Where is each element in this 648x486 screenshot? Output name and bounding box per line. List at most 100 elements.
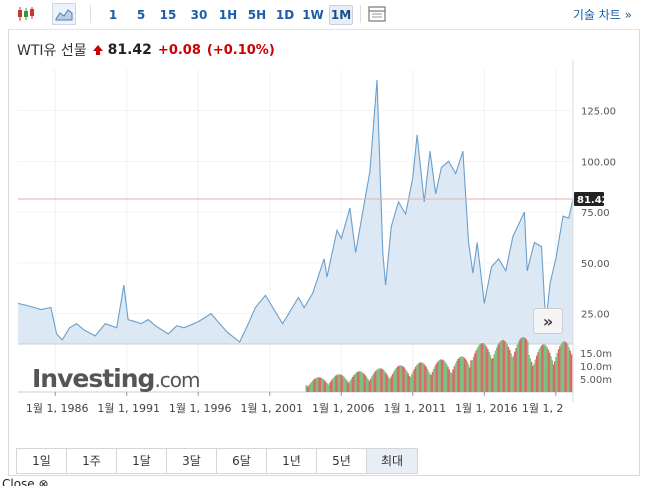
volume-bar xyxy=(391,373,394,392)
range-max[interactable]: 최대 xyxy=(367,449,417,473)
timeframe-1m[interactable]: 1M xyxy=(329,5,353,25)
volume-bar xyxy=(342,376,345,392)
volume-bar xyxy=(461,356,463,392)
volume-bar xyxy=(499,341,502,392)
volume-bar xyxy=(457,358,460,392)
volume-bar xyxy=(358,371,360,392)
volume-bar xyxy=(454,363,457,392)
volume-bar xyxy=(524,337,526,392)
range-3m[interactable]: 3달 xyxy=(167,449,217,473)
volume-bar xyxy=(526,341,529,392)
timeframe-1h[interactable]: 1H xyxy=(218,8,238,22)
volume-bar xyxy=(351,376,354,392)
close-button[interactable]: Close ⊗ xyxy=(2,477,49,486)
x-tick-label: 1월 1, 1996 xyxy=(169,402,232,415)
volume-bar xyxy=(313,379,315,392)
volume-bar xyxy=(535,355,538,392)
volume-bar xyxy=(326,383,328,392)
toolbar-divider xyxy=(360,5,361,23)
price-chart[interactable]: 25.00 50.00 75.00 100.00 125.00 81.42 15.0m 10.… xyxy=(0,60,648,430)
volume-bar xyxy=(434,366,436,392)
volume-bar xyxy=(533,363,535,392)
volume-bar xyxy=(562,341,565,392)
timeframe-5h[interactable]: 5H xyxy=(247,8,267,22)
chart-toolbar: 1 5 15 30 1H 5H 1D 1W 1M 기술 차트 » xyxy=(8,0,640,30)
volume-bar xyxy=(396,366,399,392)
x-tick-label: 1월 1, 1991 xyxy=(97,402,160,415)
volume-bar xyxy=(422,363,425,392)
volume-bar xyxy=(353,375,355,392)
range-1m[interactable]: 1달 xyxy=(117,449,167,473)
volume-bar xyxy=(505,342,507,392)
volume-bar xyxy=(441,359,444,392)
timeframe-1w[interactable]: 1W xyxy=(302,8,324,22)
up-arrow-icon xyxy=(92,45,103,55)
volume-bar xyxy=(430,374,432,392)
volume-bar xyxy=(467,364,470,392)
volume-bar xyxy=(364,375,367,392)
volume-bar xyxy=(390,376,393,392)
volume-bar xyxy=(427,371,430,392)
timeframe-1[interactable]: 1 xyxy=(108,8,118,22)
volume-bar xyxy=(496,347,498,392)
volume-bar xyxy=(306,386,309,392)
last-price-label: 81.42 xyxy=(577,195,609,206)
y-tick-label: 25.00 xyxy=(581,310,610,321)
volume-bar xyxy=(425,366,427,392)
timeframe-15[interactable]: 15 xyxy=(159,8,177,22)
area-chart-icon[interactable] xyxy=(52,3,76,25)
settings-panel-icon[interactable] xyxy=(365,3,389,25)
candlestick-chart-icon[interactable] xyxy=(14,3,38,25)
volume-bar xyxy=(366,377,368,392)
volume-bar xyxy=(494,350,497,392)
volume-bar xyxy=(376,369,378,392)
timeframe-5[interactable]: 5 xyxy=(136,8,146,22)
range-1y[interactable]: 1년 xyxy=(267,449,317,473)
volume-bar xyxy=(413,368,416,392)
range-1d[interactable]: 1일 xyxy=(17,449,67,473)
volume-bar xyxy=(440,359,443,392)
volume-bar xyxy=(532,366,534,392)
volume-bar xyxy=(418,362,421,392)
volume-bar xyxy=(355,372,358,392)
volume-bar xyxy=(382,370,385,392)
volume-bar xyxy=(480,343,483,392)
volume-bar xyxy=(337,374,340,392)
range-5y[interactable]: 5년 xyxy=(317,449,367,473)
volume-bar xyxy=(387,377,390,392)
volume-bar xyxy=(431,371,434,392)
volume-bar xyxy=(493,354,496,392)
y-tick-label: 75.00 xyxy=(581,208,610,219)
volume-bar xyxy=(510,353,512,392)
range-6m[interactable]: 6달 xyxy=(217,449,267,473)
volume-bar xyxy=(488,352,490,392)
volume-bar xyxy=(362,372,364,392)
volume-bar xyxy=(484,344,487,392)
expand-chart-button[interactable]: » xyxy=(533,308,563,334)
volume-bar xyxy=(310,382,313,392)
volume-bar xyxy=(438,360,440,392)
volume-bar xyxy=(481,343,484,392)
volume-bar xyxy=(385,373,387,392)
volume-bar xyxy=(381,369,384,392)
volume-bar xyxy=(368,381,371,392)
volume-bar xyxy=(511,357,514,392)
volume-bar xyxy=(561,342,564,392)
x-tick-label: 1월 1, 2016 xyxy=(455,402,518,415)
x-tick-label: 1월 1, 2 xyxy=(522,402,564,415)
volume-bar xyxy=(474,353,476,392)
volume-bar xyxy=(373,372,376,392)
volume-bar xyxy=(539,346,542,392)
timeframe-30[interactable]: 30 xyxy=(190,8,208,22)
volume-bar xyxy=(309,383,311,392)
volume-bar xyxy=(384,371,386,392)
timeframe-1d[interactable]: 1D xyxy=(275,8,295,22)
technical-chart-link[interactable]: 기술 차트 » xyxy=(572,8,632,22)
x-tick-label: 1월 1, 2001 xyxy=(240,402,303,415)
volume-bar xyxy=(569,350,572,392)
volume-bar xyxy=(557,349,560,392)
instrument-name: WTI유 선물 xyxy=(17,43,87,59)
instrument-price: 81.42 xyxy=(107,42,152,58)
volume-bar xyxy=(462,356,465,392)
range-1w[interactable]: 1주 xyxy=(67,449,117,473)
